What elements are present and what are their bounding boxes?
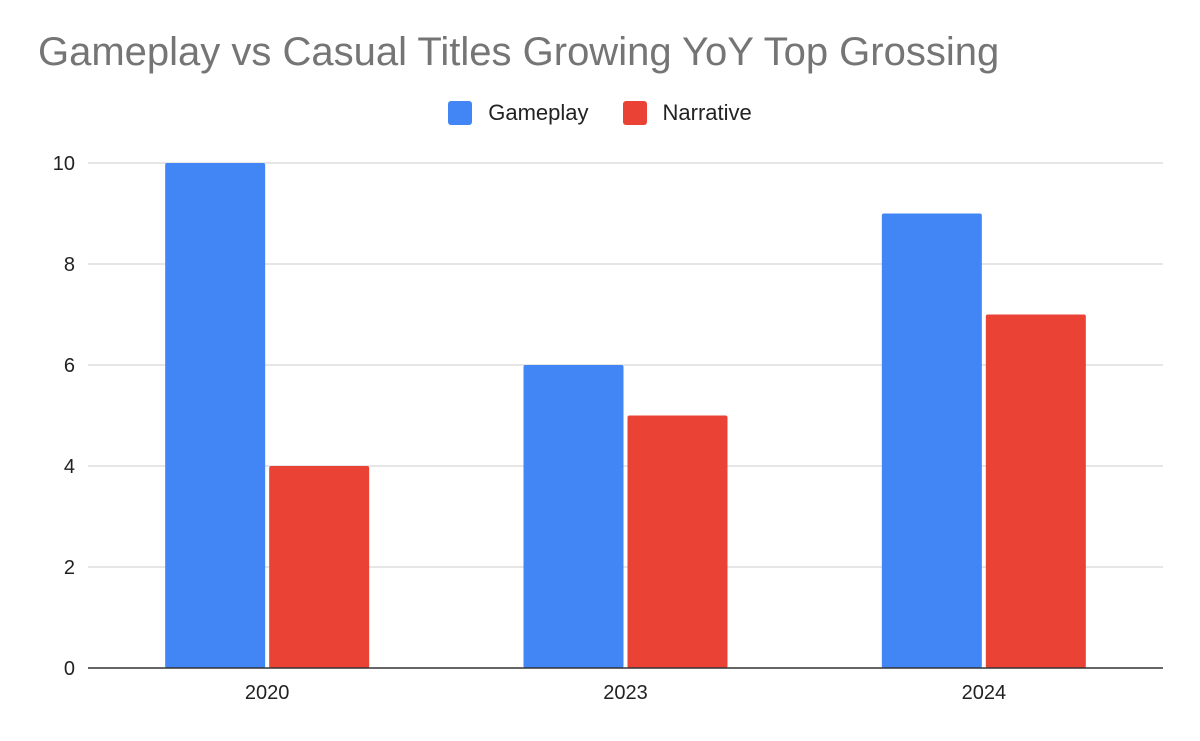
y-tick-label: 2 xyxy=(64,557,75,579)
bar-narrative-2023 xyxy=(627,415,728,668)
bar-narrative-2020 xyxy=(269,466,370,668)
x-tick-label: 2020 xyxy=(245,682,290,704)
y-tick-label: 10 xyxy=(53,153,75,175)
bar-gameplay-2024 xyxy=(881,213,982,668)
bar-gameplay-2023 xyxy=(523,365,624,668)
legend-label-narrative: Narrative xyxy=(662,100,752,125)
chart-title: Gameplay vs Casual Titles Growing YoY To… xyxy=(38,30,1000,74)
x-tick-label: 2024 xyxy=(962,682,1007,704)
legend-label-gameplay: Gameplay xyxy=(488,100,589,125)
x-tick-label: 2023 xyxy=(603,682,648,704)
bar-narrative-2024 xyxy=(985,314,1086,668)
y-tick-label: 0 xyxy=(64,658,75,680)
legend-item-gameplay[interactable]: Gameplay xyxy=(448,100,589,126)
y-tick-label: 6 xyxy=(64,355,75,377)
bar-gameplay-2020 xyxy=(165,163,266,668)
legend-swatch-narrative xyxy=(622,101,647,125)
legend-item-narrative[interactable]: Narrative xyxy=(622,100,752,126)
legend-swatch-gameplay xyxy=(448,101,473,125)
y-tick-label: 4 xyxy=(64,456,75,478)
legend: Gameplay Narrative xyxy=(0,98,1200,128)
y-tick-label: 8 xyxy=(64,254,75,276)
